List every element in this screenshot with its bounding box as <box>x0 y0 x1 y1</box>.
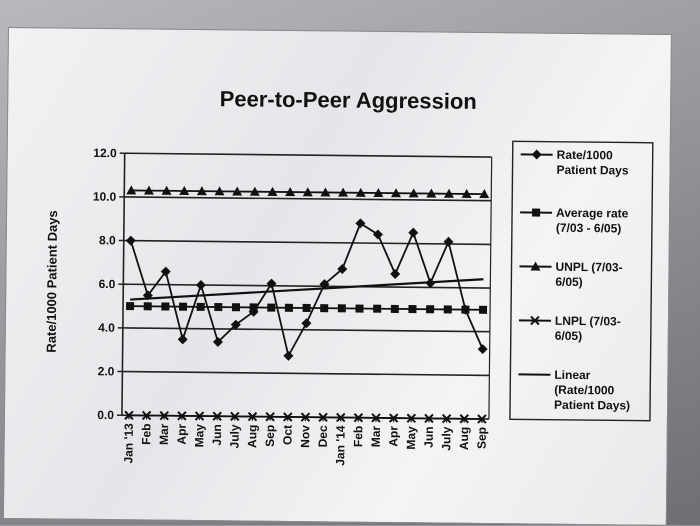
x-tick-label: Mar <box>157 423 171 445</box>
gridline <box>125 153 492 157</box>
x-tick-label: Aug <box>457 427 471 450</box>
x-tick-label: Dec <box>316 425 330 447</box>
legend-label: UNPL (7/03- <box>555 260 622 275</box>
data-point <box>301 318 311 328</box>
gridline <box>124 241 491 245</box>
legend-label: 6/05) <box>555 275 583 289</box>
data-point <box>144 302 152 310</box>
x-tick-label: Feb <box>139 423 153 444</box>
x-tick-label: Jun <box>210 424 224 445</box>
y-tick-label: 6.0 <box>99 277 116 291</box>
data-point <box>161 302 169 310</box>
x-tick-label: Jan '14 <box>333 425 347 466</box>
x-tick-label: July <box>439 426 453 450</box>
line-chart: Peer-to-Peer Aggression Rate/1000 Patien… <box>4 28 671 525</box>
legend-label: Average rate <box>556 206 629 221</box>
data-point <box>461 306 469 314</box>
x-tick-label: Sep <box>475 427 489 449</box>
y-tick-label: 12.0 <box>93 146 117 160</box>
data-point <box>408 305 416 313</box>
legend-label: Patient Days) <box>554 398 630 413</box>
legend-label: LNPL (7/03- <box>555 314 621 329</box>
chart-title: Peer-to-Peer Aggression <box>220 86 477 114</box>
data-point <box>126 302 134 310</box>
x-tick-label: Feb <box>351 426 365 447</box>
data-point <box>390 269 400 279</box>
data-point <box>250 303 258 311</box>
data-point <box>285 304 293 312</box>
y-tick-label: 8.0 <box>99 233 116 247</box>
x-tick-label: Jan '13 <box>121 423 135 464</box>
legend-label: (7/03 - 6/05) <box>556 221 622 236</box>
x-tick-label: Nov <box>298 425 312 448</box>
y-tick-label: 10.0 <box>93 190 117 204</box>
data-point <box>320 304 328 312</box>
x-tick-label: Mar <box>369 425 383 447</box>
data-point <box>266 279 276 289</box>
x-tick-label: May <box>404 426 418 450</box>
gridline <box>122 372 489 376</box>
gridline <box>123 328 490 332</box>
data-point <box>178 334 188 344</box>
x-tick-label: May <box>192 424 206 448</box>
data-point <box>267 304 275 312</box>
legend-swatch-marker <box>532 208 540 216</box>
x-tick-label: Sep <box>263 425 277 447</box>
data-point <box>373 305 381 313</box>
data-point <box>479 306 487 314</box>
data-point <box>232 303 240 311</box>
x-tick-label: Apr <box>386 426 400 447</box>
x-tick-label: July <box>227 424 241 448</box>
data-point <box>214 303 222 311</box>
data-point <box>426 305 434 313</box>
y-tick-label: 0.0 <box>97 408 114 422</box>
chart-slide: Peer-to-Peer Aggression Rate/1000 Patien… <box>3 27 672 526</box>
data-point <box>391 305 399 313</box>
y-tick-label: 4.0 <box>98 321 115 335</box>
legend-label: 6/05) <box>555 329 583 343</box>
legend-label: Linear <box>554 368 590 382</box>
legend-swatch-marker <box>532 149 542 159</box>
data-point <box>408 228 418 238</box>
legend-label: Rate/1000 <box>557 148 614 163</box>
gridline <box>123 284 490 288</box>
y-tick-label: 2.0 <box>98 364 115 378</box>
x-tick-label: Aug <box>245 425 259 448</box>
data-point <box>355 218 365 228</box>
data-point <box>478 344 488 354</box>
data-point <box>283 351 293 361</box>
x-tick-label: Apr <box>175 423 189 444</box>
data-point <box>303 304 311 312</box>
x-tick-label: Oct <box>280 425 294 445</box>
data-point <box>126 236 136 246</box>
legend-label: Patient Days <box>556 163 628 178</box>
data-point <box>355 304 363 312</box>
data-point <box>197 303 205 311</box>
legend-label: (Rate/1000 <box>554 383 615 398</box>
data-point <box>196 280 206 290</box>
data-point <box>444 305 452 313</box>
data-point <box>443 237 453 247</box>
data-point <box>373 229 383 239</box>
x-tick-label: Jun <box>422 426 436 447</box>
y-axis-label: Rate/1000 Patient Days <box>44 210 60 353</box>
data-point <box>338 304 346 312</box>
data-point <box>179 303 187 311</box>
